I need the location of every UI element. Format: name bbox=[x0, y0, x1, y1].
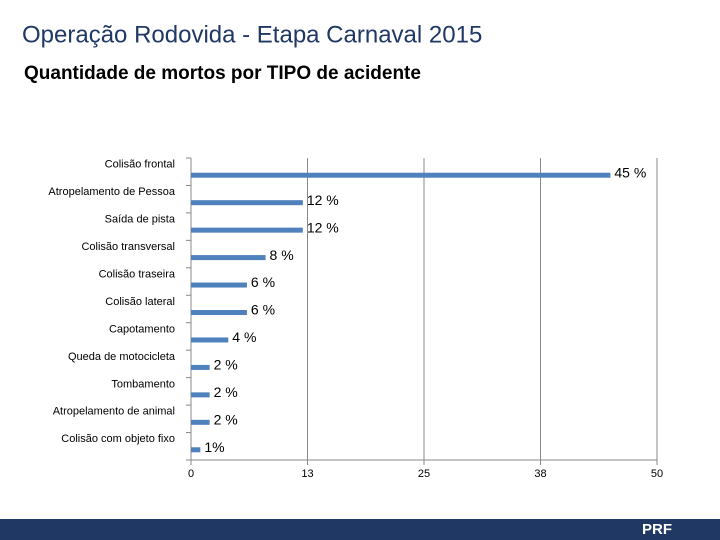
bar bbox=[191, 364, 210, 370]
bar bbox=[191, 282, 247, 288]
chart-subtitle: Quantidade de mortos por TIPO de acident… bbox=[24, 63, 421, 84]
y-tick-label: Tombamento bbox=[111, 378, 175, 390]
y-tick-label: Atropelamento de animal bbox=[53, 406, 175, 418]
bar bbox=[191, 337, 229, 343]
y-tick-label: Capotamento bbox=[109, 323, 175, 335]
x-tick-label: 50 bbox=[651, 468, 663, 480]
page-title: Operação Rodovida - Etapa Carnaval 2015 bbox=[22, 21, 482, 48]
value-label: 12 % bbox=[307, 219, 339, 235]
value-label: 2 % bbox=[214, 357, 238, 373]
value-label: 8 % bbox=[270, 247, 294, 263]
y-tick-label: Atropelamento de Pessoa bbox=[48, 186, 175, 198]
y-tick-label: Colisão traseira bbox=[99, 268, 176, 280]
value-label: 6 % bbox=[251, 302, 275, 318]
value-label: 6 % bbox=[251, 274, 275, 290]
y-tick-label: Queda de motocicleta bbox=[68, 351, 176, 363]
value-label: 2 % bbox=[214, 412, 238, 428]
x-tick-label: 0 bbox=[188, 468, 194, 480]
value-label: 45 % bbox=[614, 164, 646, 180]
y-tick-label: Colisão transversal bbox=[81, 241, 175, 253]
value-label: 12 % bbox=[307, 192, 339, 208]
value-label: 2 % bbox=[214, 384, 238, 400]
bar bbox=[191, 392, 210, 398]
value-label: 4 % bbox=[232, 329, 256, 345]
bar bbox=[191, 310, 247, 315]
footer-band bbox=[0, 519, 720, 540]
y-tick-label: Colisão lateral bbox=[105, 296, 175, 308]
y-tick-label: Colisão frontal bbox=[105, 159, 175, 171]
y-tick-label: Saída de pista bbox=[105, 214, 176, 226]
y-tick-label: Colisão com objeto fixo bbox=[61, 433, 175, 445]
bar bbox=[191, 172, 611, 178]
x-tick-label: 25 bbox=[418, 468, 430, 480]
x-tick-label: 38 bbox=[534, 468, 546, 480]
value-label: 1% bbox=[204, 439, 224, 455]
bar bbox=[191, 255, 266, 261]
bar bbox=[191, 200, 303, 206]
bar bbox=[191, 227, 303, 233]
bar bbox=[191, 419, 210, 425]
bar bbox=[191, 447, 201, 453]
footer-logo: PRF bbox=[642, 521, 672, 538]
x-tick-label: 13 bbox=[301, 468, 313, 480]
